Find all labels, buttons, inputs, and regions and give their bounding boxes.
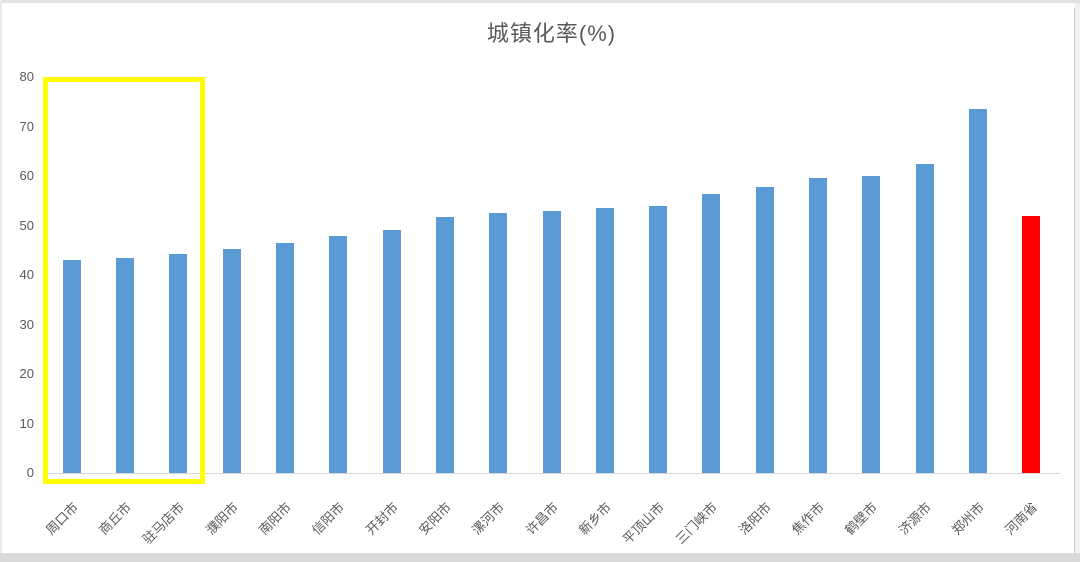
bar-周口市 bbox=[62, 260, 81, 473]
bar-许昌市 bbox=[542, 211, 561, 473]
bar-安阳市 bbox=[435, 216, 454, 473]
bar-驻马店市 bbox=[169, 254, 188, 473]
x-axis-line bbox=[42, 473, 1060, 474]
chart-title: 城镇化率(%) bbox=[486, 21, 617, 46]
bar-济源市 bbox=[915, 164, 934, 473]
y-axis-tick-label: 60 bbox=[19, 168, 34, 183]
bar-商丘市 bbox=[115, 258, 134, 473]
window-top-edge bbox=[0, 0, 1080, 3]
y-axis-tick-label: 20 bbox=[19, 366, 34, 381]
highlight-box bbox=[43, 77, 205, 484]
window-bottom-strip bbox=[0, 553, 1080, 562]
window-left-edge bbox=[0, 0, 2, 556]
bar-焦作市 bbox=[809, 178, 828, 473]
y-axis-tick-label: 40 bbox=[19, 267, 34, 282]
bar-三门峡市 bbox=[702, 193, 721, 473]
y-axis-tick-label: 0 bbox=[26, 465, 34, 480]
bar-平顶山市 bbox=[649, 205, 668, 473]
bar-濮阳市 bbox=[222, 248, 241, 473]
bar-漯河市 bbox=[489, 213, 508, 473]
bar-信阳市 bbox=[329, 236, 348, 473]
bar-洛阳市 bbox=[755, 187, 774, 473]
window-right-margin bbox=[1075, 3, 1080, 554]
bar-开封市 bbox=[382, 230, 401, 473]
bar-郑州市 bbox=[969, 109, 988, 473]
bar-鹤壁市 bbox=[862, 176, 881, 473]
bar-河南省 bbox=[1022, 216, 1041, 473]
y-axis-tick-label: 80 bbox=[19, 69, 34, 84]
y-axis-tick-label: 10 bbox=[19, 415, 34, 431]
bar-新乡市 bbox=[595, 208, 614, 473]
y-axis-tick-label: 70 bbox=[19, 118, 34, 134]
y-axis-tick-label: 30 bbox=[19, 316, 34, 332]
bar-南阳市 bbox=[275, 243, 294, 473]
chart-frame-right-border bbox=[1074, 8, 1075, 554]
y-axis-tick-label: 50 bbox=[19, 217, 34, 233]
